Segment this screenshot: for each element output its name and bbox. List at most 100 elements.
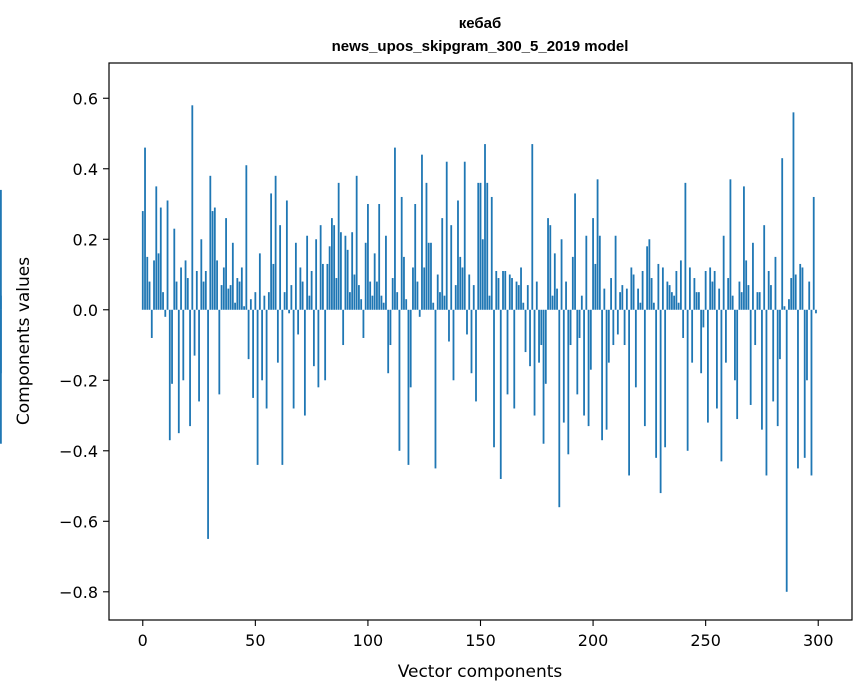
bar-293 — [801, 267, 804, 310]
bar-76 — [312, 309, 315, 367]
bar-124 — [421, 154, 423, 310]
bar-4 — [150, 309, 153, 338]
bar-166 — [515, 281, 518, 310]
bar-295 — [806, 309, 808, 381]
bar-242 — [686, 309, 689, 451]
bar-61 — [279, 225, 282, 310]
bar-148 — [475, 309, 477, 402]
bar-107 — [382, 302, 385, 310]
bar-38 — [227, 288, 230, 310]
bar-54 — [263, 295, 266, 310]
bar-undefined — [0, 189, 2, 310]
bar-239 — [679, 260, 682, 310]
bar-298 — [812, 196, 815, 310]
bar-237 — [675, 270, 678, 310]
y-tick-label: −0.2 — [59, 371, 98, 390]
bar-118 — [407, 309, 410, 465]
bar-80 — [321, 263, 324, 310]
bar-240 — [682, 309, 685, 338]
bar-93 — [351, 232, 354, 310]
bar-65 — [288, 309, 291, 314]
bar-151 — [481, 239, 484, 310]
bar-125 — [423, 267, 426, 310]
bar-15 — [175, 281, 178, 310]
bar-70 — [299, 267, 302, 310]
bar-98 — [362, 309, 365, 338]
bar-2 — [146, 256, 149, 310]
bar-132 — [439, 292, 441, 310]
bar-55 — [265, 309, 268, 409]
bar-92 — [349, 292, 351, 310]
bar-53 — [261, 309, 264, 381]
bar-29 — [207, 309, 209, 539]
bar-275 — [761, 309, 763, 430]
bar-84 — [330, 218, 333, 310]
bar-299 — [815, 309, 817, 314]
bar-47 — [247, 309, 250, 360]
bar-71 — [301, 281, 304, 310]
bar-19 — [184, 260, 187, 310]
bar-282 — [776, 309, 779, 427]
bar-8 — [159, 207, 162, 310]
bar-59 — [274, 175, 277, 310]
bar-177 — [540, 309, 543, 346]
bar-222 — [641, 270, 644, 310]
bar-94 — [353, 274, 356, 310]
bar-206 — [605, 309, 608, 430]
bar-153 — [486, 182, 489, 310]
bar-290 — [794, 274, 797, 310]
bar-253 — [711, 281, 714, 310]
bar-172 — [529, 309, 531, 367]
bar-247 — [697, 292, 700, 310]
bar-26 — [200, 239, 203, 310]
bar-102 — [371, 295, 374, 310]
bar-43 — [238, 281, 241, 310]
bar-16 — [177, 309, 180, 434]
y-tick-label: 0.2 — [73, 230, 98, 249]
bar-117 — [405, 299, 408, 310]
bar-199 — [589, 309, 592, 370]
bar-95 — [355, 175, 358, 310]
bar-90 — [344, 235, 347, 310]
bar-211 — [616, 309, 619, 335]
bar-218 — [632, 274, 635, 310]
bar-217 — [630, 267, 633, 310]
bar-158 — [497, 278, 500, 310]
bar-73 — [306, 235, 309, 310]
bar-266 — [740, 292, 743, 310]
bar-255 — [716, 309, 718, 409]
bar-233 — [666, 281, 669, 310]
bar-179 — [544, 309, 547, 384]
bar-195 — [580, 295, 583, 310]
bar-46 — [245, 165, 248, 310]
bar-215 — [625, 288, 628, 310]
bar-111 — [391, 278, 394, 310]
bar-156 — [493, 309, 495, 448]
y-tick-label: −0.4 — [59, 442, 98, 461]
bar-162 — [506, 309, 509, 395]
bar-197 — [585, 235, 588, 310]
bar-269 — [747, 285, 750, 310]
bar-192 — [574, 193, 576, 310]
bar-103 — [373, 253, 376, 310]
bar-99 — [364, 242, 367, 310]
bar-34 — [218, 309, 221, 395]
bar-undefined — [0, 295, 2, 310]
bar-214 — [623, 309, 626, 346]
bar-170 — [524, 309, 527, 353]
bar-104 — [376, 281, 378, 310]
bar-48 — [249, 299, 252, 310]
bar-257 — [720, 309, 723, 462]
y-axis: −0.8 −0.6 −0.4 −0.2 0.0 0.2 0.4 0.6 — [59, 89, 109, 602]
bar-181 — [549, 225, 552, 310]
bar-150 — [479, 182, 482, 310]
bar-60 — [276, 309, 279, 363]
x-tick-label: 300 — [803, 631, 834, 650]
bar-81 — [324, 309, 327, 381]
bar-196 — [583, 309, 585, 416]
bar-258 — [722, 235, 725, 310]
bar-134 — [443, 295, 446, 310]
bar-163 — [508, 274, 511, 310]
bar-114 — [398, 309, 401, 451]
